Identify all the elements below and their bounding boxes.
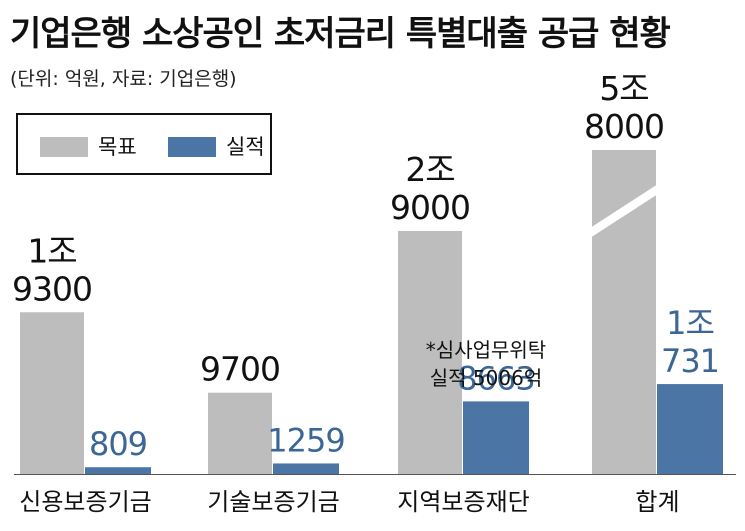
x-tick-label-2: 지역보증재단 bbox=[397, 488, 529, 516]
data-label-actual-3-line1: 731 bbox=[661, 342, 719, 380]
data-label-actual-1: 1259 bbox=[267, 421, 344, 459]
legend-label-actual: 실적 bbox=[226, 135, 265, 159]
legend-label-target: 목표 bbox=[98, 135, 137, 159]
bar-target-2 bbox=[398, 230, 462, 474]
data-label-target-2-line0: 2조 bbox=[405, 150, 454, 189]
x-tick-label-3: 합계 bbox=[635, 488, 679, 516]
annotation-line-1: 실적 5006억 bbox=[430, 366, 542, 390]
data-label-actual-3-line0: 1조 bbox=[666, 304, 714, 342]
data-label-target-3-line0: 5조 bbox=[599, 69, 648, 108]
bar-target-1 bbox=[208, 392, 272, 474]
data-label-target-0-line1: 9300 bbox=[12, 269, 92, 308]
axis-break-mark bbox=[590, 184, 658, 238]
chart-subtitle: (단위: 억원, 자료: 기업은행) bbox=[10, 68, 237, 90]
bar-actual-1 bbox=[273, 463, 339, 474]
bar-actual-3 bbox=[657, 384, 723, 474]
bar-target-3 bbox=[592, 150, 656, 474]
data-label-target-3-line1: 8000 bbox=[584, 107, 664, 146]
chart-title: 기업은행 소상공인 초저금리 특별대출 공급 현황 bbox=[10, 14, 671, 54]
legend: 목표 실적 bbox=[16, 113, 272, 175]
legend-swatch-target bbox=[40, 137, 88, 157]
annotation-line-0: *심사업무위탁 bbox=[426, 338, 546, 362]
bar-target-0 bbox=[20, 312, 84, 474]
data-label-actual-2: 8663 bbox=[457, 359, 534, 397]
x-tick-label-1: 기술보증기금 bbox=[207, 488, 339, 516]
data-label-target-2-line1: 9000 bbox=[390, 188, 470, 227]
legend-swatch-actual bbox=[168, 137, 216, 157]
data-label-target-1: 9700 bbox=[200, 350, 280, 389]
bar-actual-2 bbox=[463, 401, 529, 474]
x-tick-label-0: 신용보증기금 bbox=[19, 488, 151, 516]
bar-actual-0 bbox=[85, 467, 151, 474]
data-label-actual-0: 809 bbox=[89, 425, 147, 463]
data-label-target-0-line0: 1조 bbox=[27, 231, 76, 270]
